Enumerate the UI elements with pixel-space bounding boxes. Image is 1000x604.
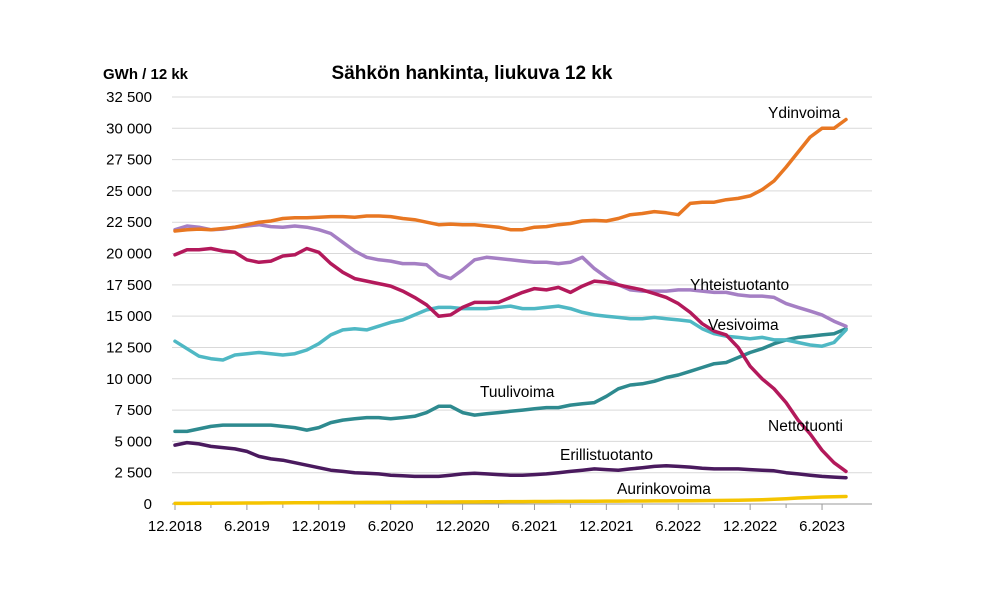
y-tick-label: 30 000 bbox=[106, 120, 152, 137]
y-axis-ticks: 0 2 500 5 000 7 500 10 000 12 500 15 000 17 500… bbox=[106, 89, 152, 513]
y-tick-label: 15 000 bbox=[106, 308, 152, 325]
y-tick-label: 7 500 bbox=[114, 402, 152, 419]
y-tick-label: 17 500 bbox=[106, 277, 152, 294]
series-label-aurinkovoima: Aurinkovoima bbox=[617, 481, 711, 498]
y-tick-label: 27 500 bbox=[106, 152, 152, 169]
x-tick-label: 6.2023 bbox=[799, 518, 845, 535]
series-label-ydinvoima: Ydinvoima bbox=[768, 105, 841, 122]
series-labels: Ydinvoima Yhteistuotanto Nettotuonti Vesivo… bbox=[480, 105, 843, 498]
series-label-vesivoima: Vesivoima bbox=[708, 317, 779, 334]
x-tick-label: 12.2018 bbox=[148, 518, 202, 535]
x-tick-label: 12.2022 bbox=[723, 518, 777, 535]
series-line-ydinvoima bbox=[173, 117, 848, 233]
series-label-tuulivoima: Tuulivoima bbox=[480, 384, 555, 401]
x-tick-label: 12.2020 bbox=[435, 518, 489, 535]
x-tick-label: 6.2022 bbox=[655, 518, 701, 535]
series-line-yhteistuotanto bbox=[173, 222, 848, 328]
chart-title: Sähkön hankinta, liukuva 12 kk bbox=[332, 63, 613, 84]
y-tick-label: 2 500 bbox=[114, 465, 152, 482]
series-line-aurinkovoima bbox=[173, 494, 848, 506]
series-label-erillistuotanto: Erillistuotanto bbox=[560, 447, 653, 464]
series-label-yhteistuotanto: Yhteistuotanto bbox=[690, 277, 789, 294]
x-axis-ticks: 12.2018 6.2019 12.2019 6.2020 12.2020 6.2021 1… bbox=[148, 504, 845, 535]
y-tick-label: 12 500 bbox=[106, 339, 152, 356]
series-label-nettotuonti: Nettotuonti bbox=[768, 418, 843, 435]
series-line-nettotuonti bbox=[173, 246, 848, 474]
y-tick-label: 25 000 bbox=[106, 183, 152, 200]
x-tick-label: 6.2019 bbox=[224, 518, 270, 535]
y-tick-label: 32 500 bbox=[106, 89, 152, 106]
x-tick-label: 12.2019 bbox=[292, 518, 346, 535]
y-tick-label: 10 000 bbox=[106, 371, 152, 388]
y-axis-unit-label: GWh / 12 kk bbox=[103, 66, 189, 83]
y-tick-label: 22 500 bbox=[106, 214, 152, 231]
gridlines bbox=[172, 96, 872, 505]
y-tick-label: 5 000 bbox=[114, 433, 152, 450]
series-lines bbox=[173, 117, 848, 506]
series-line-tuulivoima bbox=[173, 326, 848, 434]
series-line-erillistuotanto bbox=[173, 440, 848, 480]
x-tick-label: 6.2021 bbox=[512, 518, 558, 535]
x-tick-label: 6.2020 bbox=[368, 518, 414, 535]
y-tick-label: 20 000 bbox=[106, 246, 152, 263]
series-line-vesivoima bbox=[173, 304, 848, 362]
y-tick-label: 0 bbox=[144, 496, 152, 513]
x-tick-label: 12.2021 bbox=[579, 518, 633, 535]
